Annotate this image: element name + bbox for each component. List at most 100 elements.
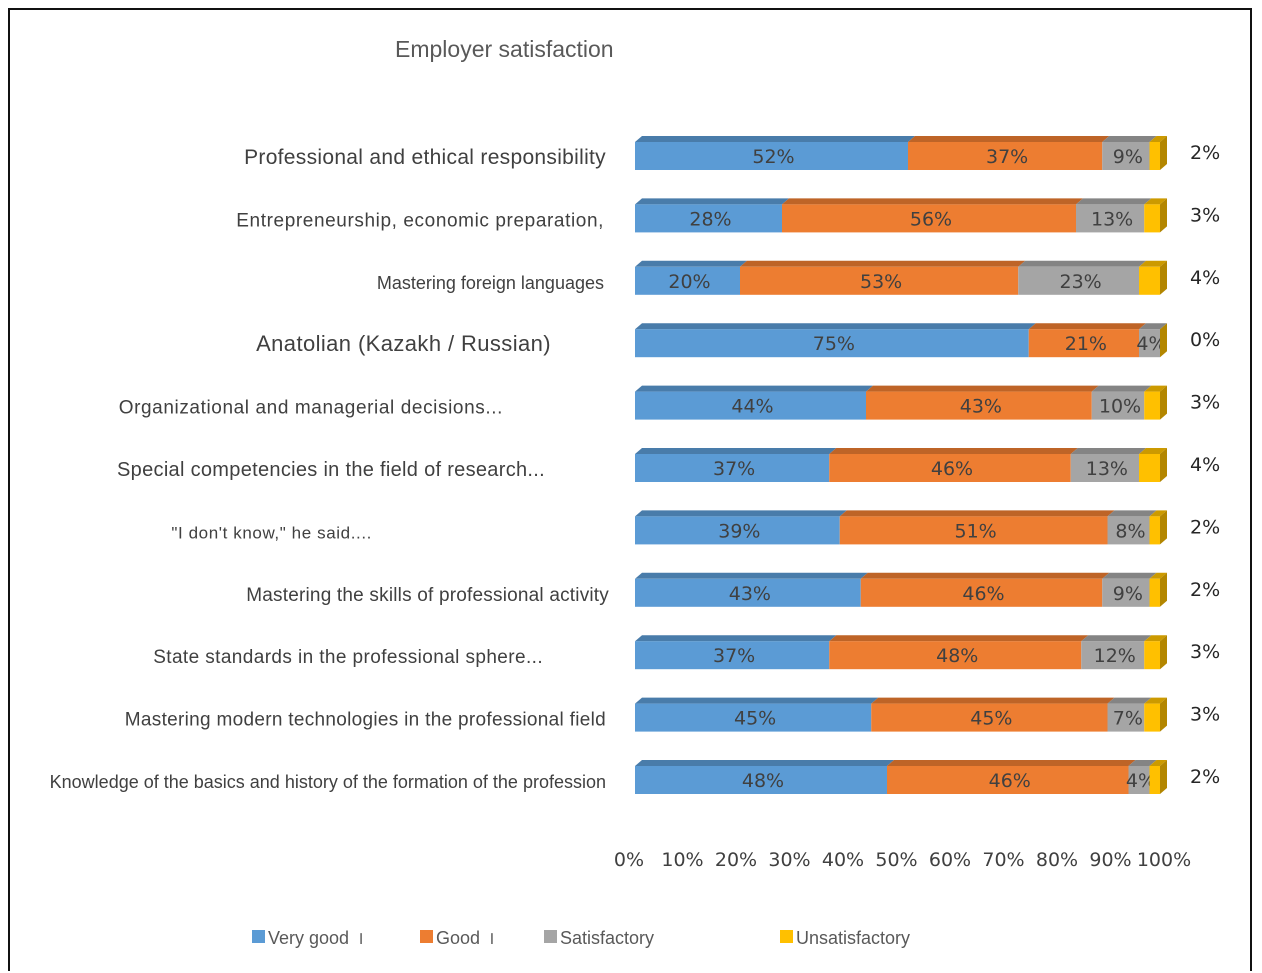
- bar-top-face: [635, 136, 915, 142]
- bar-segment: [908, 142, 1103, 170]
- x-tick-label: 0%: [614, 849, 644, 871]
- bar-side-face: [1160, 510, 1167, 545]
- bar-top-face: [1144, 635, 1167, 642]
- bar-segment: [1144, 641, 1160, 670]
- legend-swatch: [544, 930, 557, 943]
- x-tick-label: 70%: [982, 849, 1024, 871]
- data-label: 48%: [742, 770, 784, 792]
- data-label: 37%: [713, 458, 755, 480]
- x-tick-label: 20%: [715, 849, 757, 871]
- data-label: 23%: [1060, 271, 1102, 293]
- bar-segment: [1018, 266, 1139, 295]
- category-label: "I don't know," he said....: [171, 523, 372, 542]
- bar-segment: [635, 142, 908, 170]
- data-label: 45%: [970, 708, 1012, 730]
- legend-mark: ӏ: [490, 932, 494, 948]
- data-label: 43%: [960, 396, 1002, 418]
- data-label-outside: 2%: [1190, 142, 1220, 164]
- bar-segment: [1128, 766, 1150, 794]
- data-label: 20%: [668, 271, 710, 293]
- bar-top-face: [1076, 198, 1152, 205]
- data-label: 9%: [1113, 146, 1143, 168]
- legend-swatch: [780, 930, 793, 943]
- bar-top-face: [866, 385, 1099, 392]
- category-label: Mastering modern technologies in the pro…: [125, 710, 606, 731]
- data-label-outside: 3%: [1190, 392, 1220, 414]
- bar-top-face: [887, 760, 1136, 766]
- bar-segment: [635, 516, 840, 545]
- x-tick-label: 90%: [1089, 849, 1131, 871]
- data-label-outside: 2%: [1190, 766, 1220, 788]
- bar-segment: [1102, 142, 1150, 170]
- data-label: 13%: [1086, 458, 1128, 480]
- data-label-outside: 0%: [1190, 329, 1220, 351]
- bar-segment: [829, 641, 1082, 670]
- bar-side-face: [1160, 760, 1167, 794]
- data-label: 75%: [813, 333, 855, 355]
- bar-top-face: [635, 385, 873, 392]
- data-label-outside: 3%: [1190, 204, 1220, 226]
- category-label: Professional and ethical responsibility: [244, 146, 606, 169]
- bar-segment: [635, 329, 1029, 358]
- bar-segment: [1070, 454, 1139, 482]
- legend-label: Satisfactory: [560, 928, 654, 948]
- data-label: 12%: [1094, 645, 1136, 667]
- x-tick-label: 30%: [768, 849, 810, 871]
- bar-top-face: [1028, 323, 1146, 330]
- bar-segment: [1091, 391, 1145, 420]
- chart-title: Employer satisfaction: [395, 36, 614, 62]
- bar-segment: [635, 391, 866, 420]
- category-label: Mastering foreign languages: [377, 273, 604, 293]
- bar-top-face: [1144, 697, 1167, 704]
- bar-top-face: [635, 760, 894, 766]
- data-label: 46%: [962, 583, 1004, 605]
- bar-top-face: [635, 510, 847, 517]
- bar-segment: [1107, 703, 1145, 732]
- data-label: 44%: [731, 396, 773, 418]
- bar-top-face: [1149, 510, 1167, 517]
- data-label: 37%: [713, 645, 755, 667]
- data-label: 28%: [689, 208, 731, 230]
- bar-top-face: [1139, 448, 1167, 454]
- bar-top-face: [1107, 697, 1152, 704]
- bar-segment: [1081, 641, 1145, 670]
- data-label: 48%: [936, 645, 978, 667]
- bar-segment: [1102, 578, 1150, 607]
- bar-segment: [1144, 703, 1160, 732]
- data-label-outside: 2%: [1190, 579, 1220, 601]
- bar-segment: [1139, 266, 1160, 295]
- category-label: Special competencies in the field of res…: [117, 459, 545, 481]
- data-label-outside: 2%: [1190, 516, 1220, 538]
- data-label-outside: 4%: [1190, 454, 1220, 476]
- data-label: 52%: [752, 146, 794, 168]
- bar-top-face: [1149, 136, 1167, 142]
- data-label: 46%: [931, 458, 973, 480]
- bar-segment: [866, 391, 1092, 420]
- bar-top-face: [635, 572, 868, 579]
- data-label: 10%: [1099, 396, 1141, 418]
- legend: Very good ӏ Good ӏ Satisfactory Unsatisfactor…: [252, 928, 910, 948]
- x-tick-label: 50%: [875, 849, 917, 871]
- data-label-outside: 3%: [1190, 641, 1220, 663]
- data-label: 7%: [1113, 708, 1143, 730]
- bar-segment: [860, 578, 1103, 607]
- bar-segment: [740, 266, 1019, 295]
- bar-segment: [1076, 204, 1145, 233]
- bar-top-face: [1144, 385, 1167, 392]
- bar-top-face: [871, 697, 1115, 704]
- data-label: 53%: [860, 271, 902, 293]
- bar-top-face: [1107, 510, 1157, 517]
- data-label: 4%: [1126, 770, 1156, 792]
- bar-top-face: [635, 697, 879, 704]
- legend-swatch: [420, 930, 433, 943]
- category-label: Organizational and managerial decisions.…: [119, 398, 503, 419]
- category-label: Entrepreneurship, economic preparation,: [236, 210, 604, 231]
- data-label: 9%: [1113, 583, 1143, 605]
- bar-top-face: [829, 635, 1089, 642]
- data-label: 43%: [729, 583, 771, 605]
- data-label: 51%: [955, 520, 997, 542]
- data-label: 21%: [1065, 333, 1107, 355]
- data-label: 45%: [734, 708, 776, 730]
- data-label: 39%: [718, 520, 760, 542]
